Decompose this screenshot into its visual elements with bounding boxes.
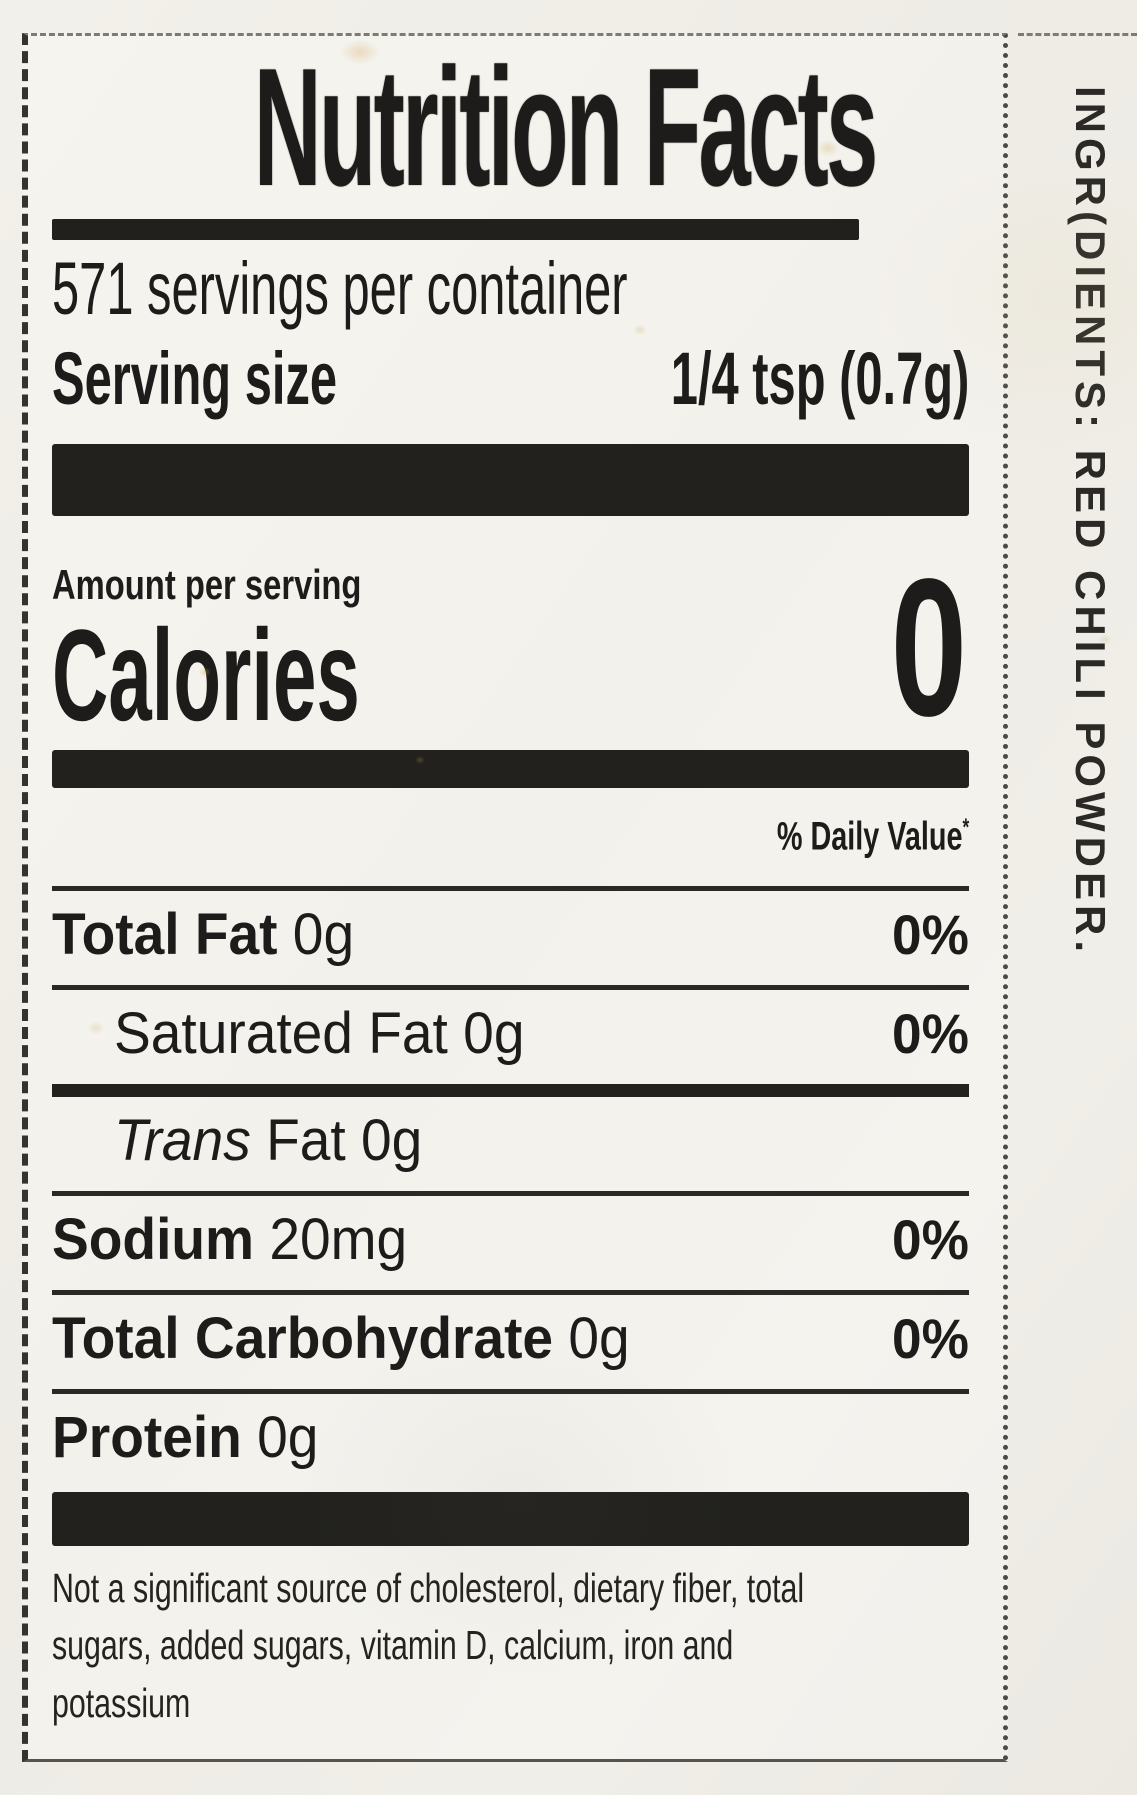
daily-value-text: % Daily Value [776, 813, 963, 858]
nutrient-name: Sodium [52, 1206, 255, 1272]
row-sodium-dv: 0% [892, 1207, 969, 1271]
nutrient-amount: 0g [447, 1000, 525, 1066]
servings-per-container: 571 servings per container [52, 246, 969, 330]
row-divider-thick [52, 1083, 969, 1097]
nutrient-amount: 0g [241, 1404, 319, 1470]
nutrient-amount: 20mg [254, 1206, 408, 1272]
footnote-line: sugars, added sugars, vitamin D, calcium… [52, 1622, 734, 1669]
row-divider [52, 1289, 969, 1295]
nutrient-amount: 0g [277, 901, 355, 967]
serving-size-value: 1/4 tsp (0.7g) [670, 336, 969, 420]
footnote: Not a significant source of cholesterol,… [52, 1546, 969, 1732]
row-divider [52, 1388, 969, 1394]
calories-text: Calories [52, 601, 360, 748]
row-divider [52, 1190, 969, 1196]
calories-section: Amount per serving Calories 0 [52, 549, 969, 745]
row-total-fat-dv: 0% [892, 902, 969, 966]
nutrient-name: Saturated Fat [114, 1000, 448, 1066]
ingredients-vertical-text: INGR(DIENTS: RED CHILI POWDER. [1067, 86, 1114, 957]
serving-size-row: Serving size 1/4 tsp (0.7g) [52, 336, 969, 420]
row-protein: Protein 0g [52, 1394, 969, 1488]
nutrient-name: Protein [52, 1404, 242, 1470]
row-total-carbohydrate-dv: 0% [892, 1306, 969, 1370]
medium-divider-bar [52, 749, 969, 788]
row-divider [52, 885, 969, 891]
row-saturated-fat-label: Saturated Fat 0g [114, 1004, 524, 1063]
calories-label: Calories [52, 610, 969, 740]
nutrient-name: Trans [114, 1107, 251, 1173]
row-total-fat-label: Total Fat 0g [52, 905, 354, 964]
row-trans-fat-label: Trans Fat 0g [114, 1111, 422, 1170]
footnote-line: potassium [52, 1679, 191, 1726]
row-total-fat: Total Fat 0g 0% [52, 891, 969, 985]
serving-size-label: Serving size [52, 336, 338, 420]
calories-value: 0 [890, 537, 967, 757]
row-sodium-label: Sodium 20mg [52, 1210, 407, 1269]
row-saturated-fat-dv: 0% [892, 1001, 969, 1065]
nutrition-facts-panel: Nutrition Facts 571 servings per contain… [22, 33, 1008, 1762]
row-divider [52, 984, 969, 990]
row-total-carbohydrate-label: Total Carbohydrate 0g [52, 1309, 630, 1368]
nutrient-name: Total Fat [52, 901, 278, 967]
row-trans-fat: Trans Fat 0g [52, 1097, 969, 1191]
row-protein-label: Protein 0g [52, 1408, 318, 1467]
nutrient-amount: Fat 0g [250, 1107, 423, 1173]
title-underline-rule [52, 218, 859, 240]
amount-per-serving-text: Amount per serving [52, 560, 362, 608]
footnote-line: Not a significant source of cholesterol,… [52, 1564, 805, 1611]
nutrient-amount: 0g [553, 1305, 630, 1371]
daily-value-footnote-marker: * [962, 813, 969, 841]
row-sodium: Sodium 20mg 0% [52, 1196, 969, 1290]
nutrient-name: Total Carbohydrate [52, 1305, 554, 1371]
row-total-carbohydrate: Total Carbohydrate 0g 0% [52, 1295, 969, 1389]
row-saturated-fat: Saturated Fat 0g 0% [52, 990, 969, 1084]
daily-value-header: % Daily Value* [52, 788, 969, 886]
nutrition-facts-content: Nutrition Facts 571 servings per contain… [28, 36, 1003, 1732]
top-dashed-line [1018, 33, 1137, 36]
daily-value-header-text: % Daily Value* [776, 813, 969, 858]
amount-per-serving-label: Amount per serving [52, 560, 969, 608]
servings-per-container-text: 571 servings per container [52, 246, 628, 330]
nutrition-facts-title: Nutrition Facts [253, 33, 879, 221]
thick-divider-bar [52, 443, 969, 516]
footnote-divider-bar [52, 1491, 969, 1546]
